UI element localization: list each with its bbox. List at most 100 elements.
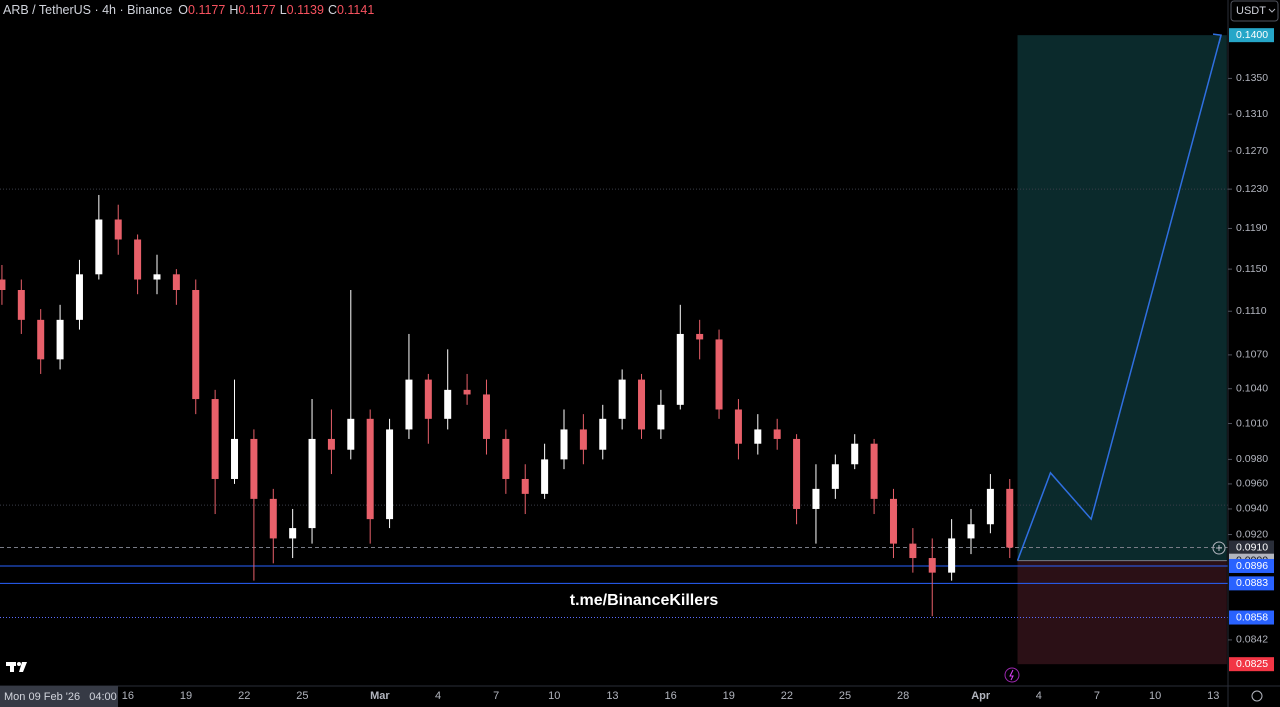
candle-body	[308, 438, 316, 529]
price-label-bg	[1229, 610, 1274, 625]
y-tick-label: 0.1070	[1236, 349, 1268, 361]
x-tick-label: 22	[238, 690, 250, 702]
candle-body	[153, 274, 161, 280]
candle-body	[986, 488, 994, 525]
projection-arrowhead	[1212, 33, 1222, 44]
candle-body	[347, 418, 355, 450]
price-label: 0.0910	[1236, 541, 1268, 553]
candle-body	[909, 543, 917, 559]
candle-body	[657, 404, 665, 430]
candle-body	[386, 429, 394, 520]
settings-icon[interactable]	[1251, 690, 1263, 702]
candle-body	[754, 429, 762, 444]
x-tick-label: 16	[664, 690, 676, 702]
ohlc-value: 0.1177	[238, 3, 275, 17]
candle-body	[75, 274, 83, 320]
alert-bolt	[1009, 669, 1014, 681]
candle-body	[172, 274, 180, 290]
price-label: 0.1400	[1236, 29, 1268, 41]
x-tick-label: 22	[781, 690, 793, 702]
candle-body	[870, 443, 878, 499]
candle-body	[502, 438, 510, 479]
loss-zone	[1017, 560, 1227, 665]
crosshair-date: Mon 09 Feb '26 04:00	[4, 691, 117, 703]
x-tick-label: Apr	[971, 690, 991, 702]
candle-body	[231, 438, 239, 479]
profit-zone	[1017, 35, 1227, 561]
candle-body	[560, 429, 568, 460]
price-label-bg	[1229, 657, 1274, 672]
candle-body	[831, 464, 839, 489]
currency[interactable]: USDT	[1236, 5, 1266, 17]
price-label-bg	[1229, 576, 1274, 591]
candle-body	[967, 524, 975, 539]
projection-path	[1016, 34, 1222, 561]
y-tick-label: 0.1150	[1236, 263, 1267, 275]
price-label-bg	[1229, 558, 1274, 573]
ohlc-value: 0.1141	[337, 3, 374, 17]
price-label: 0.0883	[1236, 577, 1268, 589]
x-tick-label: 25	[296, 690, 308, 702]
x-tick-label: 4	[435, 690, 441, 702]
candle-body	[366, 418, 374, 520]
plot-area	[0, 33, 1228, 665]
y-tick-label: 0.1310	[1236, 108, 1268, 120]
y-tick-label: 0.0960	[1236, 478, 1268, 490]
x-tick-label: 4	[1036, 690, 1042, 702]
dropdown-icon[interactable]	[1268, 8, 1276, 13]
candle-body	[696, 333, 704, 340]
x-tick-label: Mar	[370, 690, 390, 702]
x-tick-label: 28	[897, 690, 909, 702]
y-tick-label: 0.0842	[1236, 634, 1268, 646]
y-tick-label: 0.0940	[1236, 503, 1268, 515]
candle-body	[192, 289, 200, 400]
x-tick-label: 7	[1094, 690, 1100, 702]
candle-body	[17, 289, 25, 320]
candle-body	[928, 558, 936, 573]
candle-body	[793, 438, 801, 509]
ohlc-key: C	[328, 3, 337, 17]
y-tick-label: 0.1350	[1236, 72, 1268, 84]
y-tick-label: 0.1010	[1236, 417, 1268, 429]
x-tick-label: 10	[548, 690, 560, 702]
candle-body	[541, 459, 549, 494]
watermark: t.me/BinanceKillers	[570, 592, 719, 609]
y-tick-label: 0.1110	[1236, 305, 1267, 317]
candle-body	[734, 409, 742, 444]
crosshair-plus[interactable]	[1212, 541, 1226, 555]
alert-icon[interactable]	[1004, 667, 1020, 683]
x-tick-label: 10	[1149, 690, 1161, 702]
ohlc-value: 0.1139	[287, 3, 324, 17]
candle-body	[521, 478, 529, 494]
candle-body	[638, 379, 646, 430]
candle-body	[812, 488, 820, 509]
candle-body	[95, 219, 103, 275]
candle-body	[889, 498, 897, 544]
x-tick-label: 13	[1207, 690, 1219, 702]
x-tick-label: 19	[180, 690, 192, 702]
symbol: ARB / TetherUS · 4h · Binance	[3, 3, 172, 17]
x-tick-label: 7	[493, 690, 499, 702]
y-tick-label: 0.0920	[1236, 528, 1268, 540]
crosshair-plus-icon	[1216, 545, 1222, 551]
currency-button[interactable]	[1230, 0, 1279, 22]
candle-body	[114, 219, 122, 240]
candle-body	[289, 528, 297, 539]
candle-body	[0, 279, 6, 290]
candle-body	[424, 379, 432, 419]
price-label-bg	[1229, 28, 1274, 43]
candle-body	[773, 429, 781, 439]
price-label: 0.0896	[1236, 560, 1268, 572]
price-label: 0.0825	[1236, 658, 1268, 670]
y-tick-label: 0.1230	[1236, 183, 1268, 195]
y-tick-label: 0.1270	[1236, 145, 1268, 157]
candle-body	[56, 319, 64, 360]
candle-body	[463, 389, 471, 395]
x-tick-label: 19	[723, 690, 735, 702]
candle-body	[211, 399, 219, 479]
x-tick-label: 25	[839, 690, 851, 702]
symbol-header: ARB / TetherUS · 4h · Binance O0.1177 H0.1…	[3, 3, 374, 17]
candle-body	[327, 438, 335, 450]
candle-body	[482, 394, 490, 439]
